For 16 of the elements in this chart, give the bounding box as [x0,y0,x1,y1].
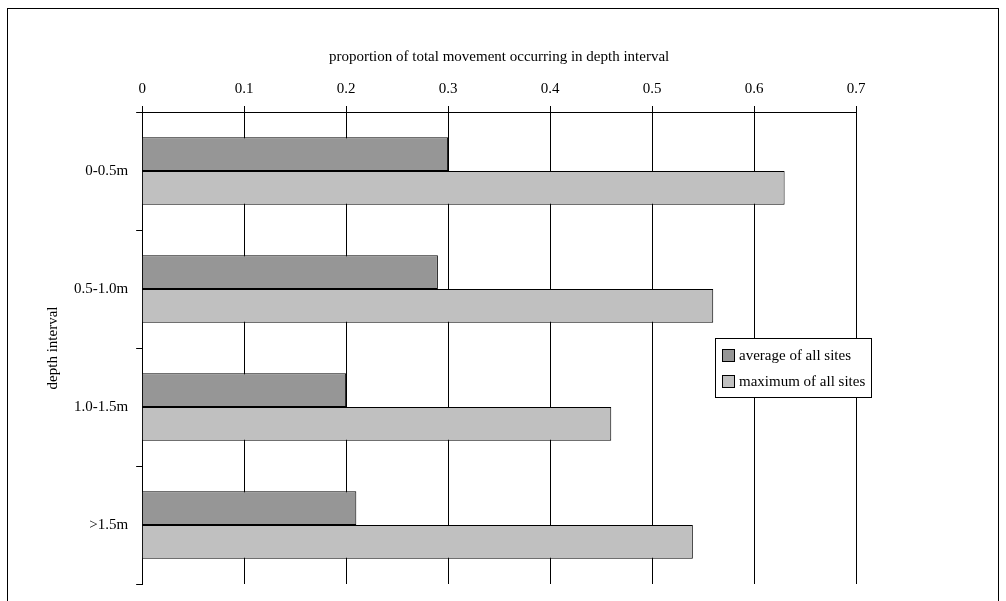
legend-label: maximum of all sites [739,372,866,391]
x-tick-label: 0.3 [438,79,458,96]
x-tick-label: 0.6 [744,79,764,96]
x-tick-label: 0.4 [540,79,560,96]
x-tick-label: 0.1 [234,79,254,96]
legend-label: average of all sites [739,346,852,365]
y-tick-label: 0.5-1.0m [73,279,129,296]
x-tick-label: 0.5 [642,79,662,96]
x-axis-title: proportion of total movement occurring in depth interval [328,47,670,64]
x-tick-label: 0.7 [846,79,866,96]
x-tick-label: 0.2 [336,79,356,96]
y-tick-label: >1.5m [89,515,129,532]
y-tick-label: 0-0.5m [85,161,129,178]
y-axis-title: depth interval [43,306,60,390]
x-tick-label: 0 [138,79,146,96]
y-tick-label: 1.0-1.5m [73,397,129,414]
